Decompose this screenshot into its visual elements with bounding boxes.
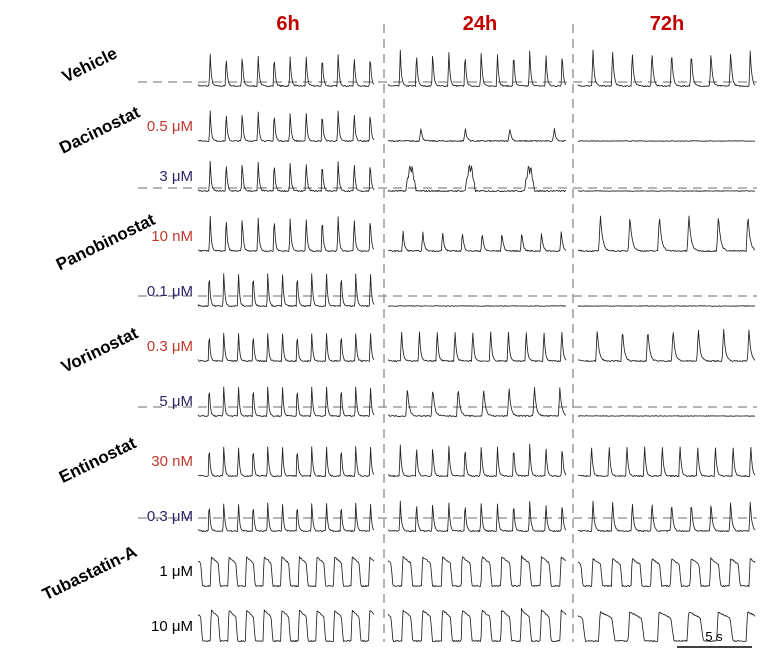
drug-label: Vehicle <box>59 44 120 87</box>
trace-24h-vorinostat-1 <box>387 331 567 363</box>
concentration-label: 30 nM <box>151 453 193 470</box>
trace-6h-vorinostat-2 <box>197 386 375 418</box>
concentration-label: 5 μM <box>159 393 193 410</box>
column-header-72h: 72h <box>650 13 684 35</box>
trace-24h-dacinostat-2 <box>387 164 567 193</box>
column-header-6h: 6h <box>276 13 299 35</box>
trace-72h-tubastatin-a-2 <box>577 611 756 643</box>
drug-label: Entinostat <box>56 433 139 487</box>
trace-72h-entinostat-1 <box>577 446 756 478</box>
trace-72h-vehicle-1 <box>577 49 756 88</box>
trace-24h-panobinostat-2 <box>387 305 567 307</box>
drug-label: Vorinostat <box>58 323 141 377</box>
drug-label: Dacinostat <box>56 102 143 157</box>
column-headers: 6h 24h 72h <box>276 13 684 35</box>
grid-separators <box>138 24 757 642</box>
trace-6h-tubastatin-a-2 <box>197 609 375 643</box>
scale-bar-label: 5 s <box>705 629 723 644</box>
trace-72h-dacinostat-1 <box>577 140 756 142</box>
trace-24h-entinostat-2 <box>387 500 567 533</box>
concentration-label: 10 μM <box>151 618 193 635</box>
trace-6h-entinostat-1 <box>197 446 375 478</box>
trace-6h-vorinostat-1 <box>197 332 375 363</box>
scale-bar: 5 s <box>677 629 752 648</box>
concentration-label: 0.5 μM <box>147 118 193 135</box>
concentration-label: 10 nM <box>151 228 193 245</box>
trace-6h-panobinostat-1 <box>197 215 375 253</box>
trace-6h-entinostat-2 <box>197 502 375 533</box>
trace-72h-vorinostat-1 <box>577 328 756 363</box>
concentration-label: 0.1 μM <box>147 283 193 300</box>
concentration-label: 0.3 μM <box>147 338 193 355</box>
trace-72h-entinostat-2 <box>577 500 756 533</box>
concentration-label: 0.3 μM <box>147 508 193 525</box>
trace-24h-entinostat-1 <box>388 443 567 478</box>
trace-24h-vorinostat-2 <box>387 387 567 418</box>
trace-24h-vehicle-1 <box>387 49 567 88</box>
trace-6h-dacinostat-1 <box>197 110 375 143</box>
trace-72h-tubastatin-a-1 <box>577 557 756 588</box>
trace-72h-dacinostat-2 <box>578 190 756 192</box>
trace-24h-tubastatin-a-1 <box>387 555 567 588</box>
trace-72h-vorinostat-2 <box>577 415 756 417</box>
trace-24h-tubastatin-a-2 <box>387 607 567 643</box>
drug-label: Panobinostat <box>53 210 158 274</box>
trace-6h-dacinostat-2 <box>197 160 375 193</box>
trace-72h-panobinostat-1 <box>577 215 756 253</box>
trace-6h-tubastatin-a-1 <box>197 556 375 588</box>
concentration-label: 3 μM <box>159 168 193 185</box>
trace-24h-panobinostat-1 <box>387 230 567 253</box>
trace-24h-dacinostat-1 <box>387 127 567 143</box>
column-header-24h: 24h <box>463 13 497 35</box>
trace-72h-panobinostat-2 <box>577 305 756 307</box>
trace-6h-panobinostat-2 <box>197 273 375 308</box>
trace-6h-vehicle-1 <box>197 53 375 88</box>
drug-label: Tubastatin-A <box>39 542 140 604</box>
trace-panels <box>197 49 756 643</box>
concentration-label: 1 μM <box>159 563 193 580</box>
